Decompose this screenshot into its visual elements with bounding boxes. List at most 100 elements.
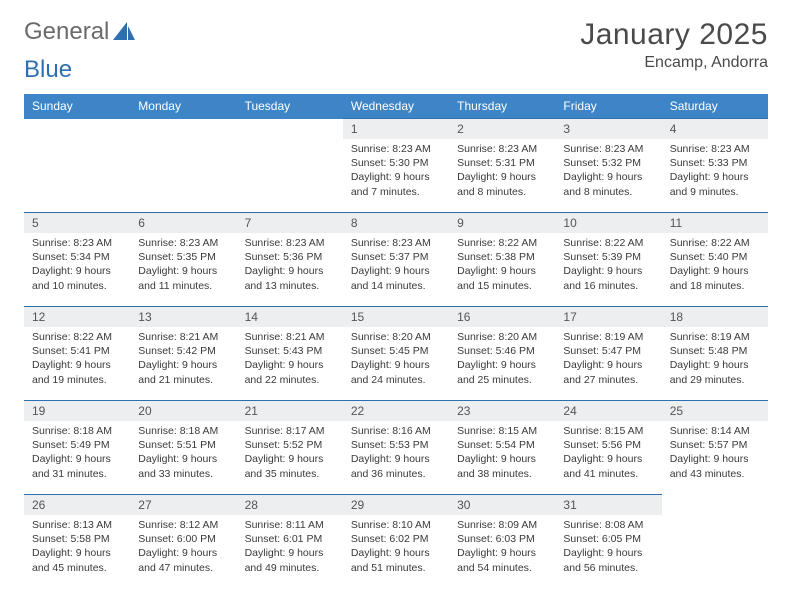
calendar-cell: 16Sunrise: 8:20 AMSunset: 5:46 PMDayligh…	[449, 307, 555, 401]
day-details: Sunrise: 8:08 AMSunset: 6:05 PMDaylight:…	[555, 515, 661, 581]
day-details: Sunrise: 8:09 AMSunset: 6:03 PMDaylight:…	[449, 515, 555, 581]
day-details: Sunrise: 8:12 AMSunset: 6:00 PMDaylight:…	[130, 515, 236, 581]
day-details: Sunrise: 8:22 AMSunset: 5:40 PMDaylight:…	[662, 233, 768, 299]
day-details: Sunrise: 8:20 AMSunset: 5:45 PMDaylight:…	[343, 327, 449, 393]
logo: General	[24, 18, 137, 46]
logo-word1: General	[24, 18, 109, 46]
day-number: 26	[24, 495, 130, 515]
day-header: Friday	[555, 94, 661, 119]
day-number: 16	[449, 307, 555, 327]
day-header: Monday	[130, 94, 236, 119]
day-details: Sunrise: 8:11 AMSunset: 6:01 PMDaylight:…	[237, 515, 343, 581]
calendar-cell: 2Sunrise: 8:23 AMSunset: 5:31 PMDaylight…	[449, 119, 555, 213]
location: Encamp, Andorra	[580, 54, 768, 72]
sail-icon	[113, 22, 135, 40]
calendar-cell: 6Sunrise: 8:23 AMSunset: 5:35 PMDaylight…	[130, 213, 236, 307]
calendar-cell	[24, 119, 130, 213]
calendar-cell	[237, 119, 343, 213]
day-details: Sunrise: 8:21 AMSunset: 5:42 PMDaylight:…	[130, 327, 236, 393]
day-details: Sunrise: 8:16 AMSunset: 5:53 PMDaylight:…	[343, 421, 449, 487]
day-number: 22	[343, 401, 449, 421]
day-details: Sunrise: 8:22 AMSunset: 5:38 PMDaylight:…	[449, 233, 555, 299]
calendar-cell: 11Sunrise: 8:22 AMSunset: 5:40 PMDayligh…	[662, 213, 768, 307]
day-details: Sunrise: 8:21 AMSunset: 5:43 PMDaylight:…	[237, 327, 343, 393]
day-number: 8	[343, 213, 449, 233]
day-details: Sunrise: 8:13 AMSunset: 5:58 PMDaylight:…	[24, 515, 130, 581]
calendar-cell: 30Sunrise: 8:09 AMSunset: 6:03 PMDayligh…	[449, 495, 555, 589]
day-number: 3	[555, 119, 661, 139]
day-number: 19	[24, 401, 130, 421]
day-number: 4	[662, 119, 768, 139]
day-details: Sunrise: 8:10 AMSunset: 6:02 PMDaylight:…	[343, 515, 449, 581]
calendar-cell: 12Sunrise: 8:22 AMSunset: 5:41 PMDayligh…	[24, 307, 130, 401]
day-number: 23	[449, 401, 555, 421]
day-number: 25	[662, 401, 768, 421]
day-number: 13	[130, 307, 236, 327]
calendar-cell: 1Sunrise: 8:23 AMSunset: 5:30 PMDaylight…	[343, 119, 449, 213]
day-number: 30	[449, 495, 555, 515]
day-number: 9	[449, 213, 555, 233]
day-details: Sunrise: 8:15 AMSunset: 5:56 PMDaylight:…	[555, 421, 661, 487]
day-details: Sunrise: 8:19 AMSunset: 5:47 PMDaylight:…	[555, 327, 661, 393]
calendar-cell	[662, 495, 768, 589]
logo-word2: Blue	[24, 56, 72, 83]
day-number: 29	[343, 495, 449, 515]
day-number: 15	[343, 307, 449, 327]
calendar-cell: 23Sunrise: 8:15 AMSunset: 5:54 PMDayligh…	[449, 401, 555, 495]
day-details: Sunrise: 8:20 AMSunset: 5:46 PMDaylight:…	[449, 327, 555, 393]
calendar-cell: 28Sunrise: 8:11 AMSunset: 6:01 PMDayligh…	[237, 495, 343, 589]
day-number: 20	[130, 401, 236, 421]
calendar-cell: 24Sunrise: 8:15 AMSunset: 5:56 PMDayligh…	[555, 401, 661, 495]
day-number: 5	[24, 213, 130, 233]
day-header: Thursday	[449, 94, 555, 119]
calendar-cell: 15Sunrise: 8:20 AMSunset: 5:45 PMDayligh…	[343, 307, 449, 401]
day-details: Sunrise: 8:15 AMSunset: 5:54 PMDaylight:…	[449, 421, 555, 487]
calendar-cell: 22Sunrise: 8:16 AMSunset: 5:53 PMDayligh…	[343, 401, 449, 495]
day-details: Sunrise: 8:23 AMSunset: 5:30 PMDaylight:…	[343, 139, 449, 205]
day-details: Sunrise: 8:22 AMSunset: 5:41 PMDaylight:…	[24, 327, 130, 393]
calendar-cell: 26Sunrise: 8:13 AMSunset: 5:58 PMDayligh…	[24, 495, 130, 589]
calendar-cell: 7Sunrise: 8:23 AMSunset: 5:36 PMDaylight…	[237, 213, 343, 307]
day-number: 11	[662, 213, 768, 233]
calendar-cell: 29Sunrise: 8:10 AMSunset: 6:02 PMDayligh…	[343, 495, 449, 589]
calendar-week: 19Sunrise: 8:18 AMSunset: 5:49 PMDayligh…	[24, 401, 768, 495]
day-details: Sunrise: 8:17 AMSunset: 5:52 PMDaylight:…	[237, 421, 343, 487]
day-header: Sunday	[24, 94, 130, 119]
day-number: 2	[449, 119, 555, 139]
day-details: Sunrise: 8:23 AMSunset: 5:34 PMDaylight:…	[24, 233, 130, 299]
calendar-cell: 19Sunrise: 8:18 AMSunset: 5:49 PMDayligh…	[24, 401, 130, 495]
calendar-table: SundayMondayTuesdayWednesdayThursdayFrid…	[24, 94, 768, 589]
day-details: Sunrise: 8:18 AMSunset: 5:49 PMDaylight:…	[24, 421, 130, 487]
day-header: Saturday	[662, 94, 768, 119]
day-details: Sunrise: 8:19 AMSunset: 5:48 PMDaylight:…	[662, 327, 768, 393]
day-details: Sunrise: 8:18 AMSunset: 5:51 PMDaylight:…	[130, 421, 236, 487]
calendar-cell: 27Sunrise: 8:12 AMSunset: 6:00 PMDayligh…	[130, 495, 236, 589]
day-details: Sunrise: 8:23 AMSunset: 5:31 PMDaylight:…	[449, 139, 555, 205]
day-details: Sunrise: 8:23 AMSunset: 5:35 PMDaylight:…	[130, 233, 236, 299]
title-block: January 2025 Encamp, Andorra	[580, 18, 768, 72]
day-number: 31	[555, 495, 661, 515]
day-number: 14	[237, 307, 343, 327]
day-number: 27	[130, 495, 236, 515]
calendar-cell: 17Sunrise: 8:19 AMSunset: 5:47 PMDayligh…	[555, 307, 661, 401]
calendar-header-row: SundayMondayTuesdayWednesdayThursdayFrid…	[24, 94, 768, 119]
day-details: Sunrise: 8:23 AMSunset: 5:33 PMDaylight:…	[662, 139, 768, 205]
calendar-cell: 3Sunrise: 8:23 AMSunset: 5:32 PMDaylight…	[555, 119, 661, 213]
day-number: 28	[237, 495, 343, 515]
calendar-week: 1Sunrise: 8:23 AMSunset: 5:30 PMDaylight…	[24, 119, 768, 213]
calendar-week: 5Sunrise: 8:23 AMSunset: 5:34 PMDaylight…	[24, 213, 768, 307]
day-number: 18	[662, 307, 768, 327]
day-number: 6	[130, 213, 236, 233]
calendar-cell	[130, 119, 236, 213]
day-number: 24	[555, 401, 661, 421]
calendar-cell: 14Sunrise: 8:21 AMSunset: 5:43 PMDayligh…	[237, 307, 343, 401]
calendar-week: 26Sunrise: 8:13 AMSunset: 5:58 PMDayligh…	[24, 495, 768, 589]
calendar-cell: 13Sunrise: 8:21 AMSunset: 5:42 PMDayligh…	[130, 307, 236, 401]
calendar-cell: 8Sunrise: 8:23 AMSunset: 5:37 PMDaylight…	[343, 213, 449, 307]
calendar-cell: 4Sunrise: 8:23 AMSunset: 5:33 PMDaylight…	[662, 119, 768, 213]
month-title: January 2025	[580, 18, 768, 52]
calendar-cell: 21Sunrise: 8:17 AMSunset: 5:52 PMDayligh…	[237, 401, 343, 495]
calendar-cell: 10Sunrise: 8:22 AMSunset: 5:39 PMDayligh…	[555, 213, 661, 307]
day-number: 12	[24, 307, 130, 327]
day-details: Sunrise: 8:23 AMSunset: 5:36 PMDaylight:…	[237, 233, 343, 299]
